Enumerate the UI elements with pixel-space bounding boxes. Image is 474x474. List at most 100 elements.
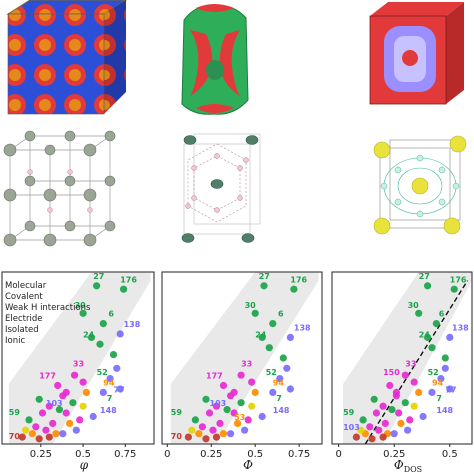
data-point: [432, 320, 440, 328]
data-point: [372, 409, 380, 417]
data-point: [446, 333, 454, 341]
data-point: [446, 385, 454, 393]
data-label: 138: [452, 324, 469, 333]
data-label: 176: [450, 275, 467, 284]
scatter-panel-Phi: 27 176 30 6 24 138 33 177 52 94 7 103 148 53 59 700 0.25…: [161, 271, 323, 472]
data-point: [219, 430, 228, 438]
data-label: 7: [107, 394, 113, 403]
tick-label: 0.5: [247, 449, 263, 460]
tick-label: 0.5: [75, 449, 91, 460]
data-label: 138: [294, 324, 311, 333]
data-label: 70: [171, 432, 183, 441]
axis-label: ΦDOS: [394, 458, 422, 474]
data-point: [279, 354, 287, 362]
data-point: [424, 282, 432, 290]
isosurface-panel-2: [181, 4, 249, 115]
data-point: [258, 412, 266, 421]
data-point: [96, 340, 104, 348]
data-point: [99, 388, 107, 396]
data-point: [71, 371, 79, 379]
data-point: [45, 433, 53, 441]
data-point: [390, 430, 398, 438]
data-label: 27: [259, 272, 270, 281]
data-point: [415, 309, 423, 317]
tick-label: 0.75: [114, 449, 136, 460]
data-point: [251, 309, 259, 317]
data-point: [212, 402, 221, 410]
data-point: [32, 423, 40, 431]
data-label: 27: [419, 272, 430, 281]
data-point: [392, 388, 400, 396]
data-point: [22, 426, 30, 434]
data-label: 52: [97, 368, 108, 377]
data-point: [93, 282, 101, 290]
data-point: [87, 333, 96, 341]
data-point: [428, 344, 436, 352]
data-point: [212, 433, 221, 441]
data-point: [72, 426, 80, 434]
data-point: [35, 435, 43, 443]
data-point: [109, 351, 118, 359]
data-label: 7: [276, 394, 282, 403]
data-point: [25, 416, 33, 424]
tick-label: 0.25: [30, 449, 52, 460]
data-point: [401, 399, 409, 407]
data-label: 176: [290, 275, 307, 284]
crystal-structure-2: [181, 133, 261, 243]
data-point: [406, 416, 414, 424]
data-point: [188, 426, 196, 434]
data-point: [248, 378, 256, 386]
data-point: [428, 388, 436, 396]
data-point: [286, 385, 294, 393]
data-point: [397, 419, 405, 427]
data-point: [219, 381, 228, 390]
data-point: [241, 426, 249, 434]
data-point: [359, 416, 367, 424]
data-point: [357, 426, 365, 434]
isosurface-panel-3: [369, 2, 464, 105]
data-label: 24: [419, 330, 431, 339]
data-point: [352, 433, 360, 441]
data-point: [248, 402, 256, 410]
data-label: 6: [278, 310, 284, 319]
legend-entry-isolated: Isolated: [5, 325, 39, 335]
data-point: [69, 399, 77, 407]
data-point: [28, 430, 36, 438]
data-point: [216, 419, 224, 427]
data-label: 103: [46, 399, 63, 408]
data-point: [191, 416, 199, 424]
data-label: 30: [245, 301, 257, 310]
data-point: [76, 416, 84, 424]
data-label: 177: [206, 372, 223, 381]
axis-label-subscript: DOS: [404, 465, 422, 474]
confidence-band: [8, 272, 151, 444]
tick-label: 0.25: [200, 449, 222, 460]
data-point: [283, 364, 291, 372]
data-label: 94: [103, 379, 115, 388]
data-point: [55, 406, 64, 414]
isosurface-panel-1: [6, 0, 127, 115]
tick-label: 0: [335, 449, 341, 460]
data-point: [386, 381, 394, 390]
data-label: 94: [273, 379, 285, 388]
data-point: [195, 430, 203, 438]
data-label: 150: [383, 368, 400, 377]
data-label: 53: [234, 413, 245, 422]
data-label: 59: [9, 408, 21, 417]
data-point: [198, 423, 206, 431]
data-point: [230, 409, 238, 417]
data-point: [113, 364, 121, 372]
data-point: [62, 409, 70, 417]
data-point: [237, 371, 245, 379]
data-label: 33: [405, 360, 416, 369]
data-point: [379, 433, 387, 441]
data-point: [441, 354, 449, 362]
data-point: [269, 320, 277, 328]
axis-label: Φ: [243, 458, 253, 472]
data-point: [116, 330, 124, 338]
data-point: [79, 309, 87, 317]
data-point: [205, 409, 214, 417]
